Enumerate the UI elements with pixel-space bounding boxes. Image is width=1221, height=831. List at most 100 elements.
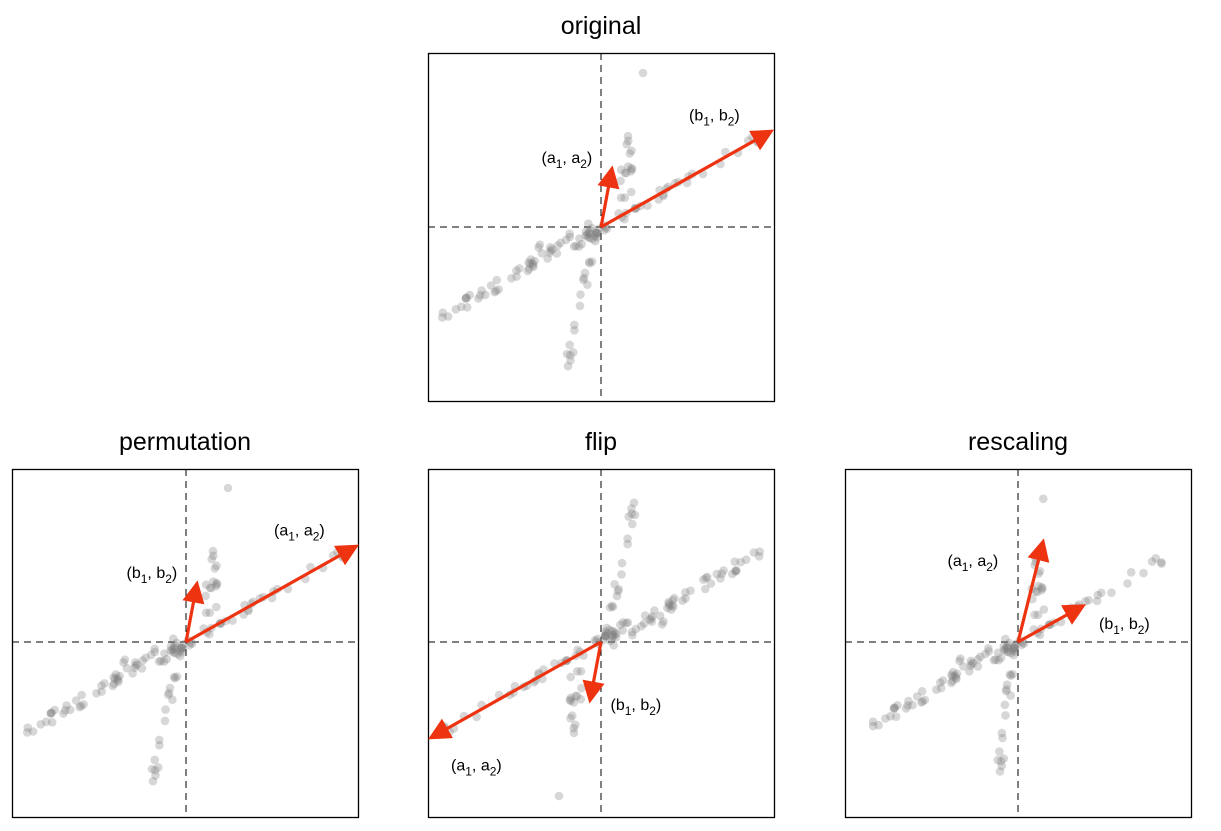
data-point bbox=[60, 706, 70, 715]
vector-arrow-b bbox=[1017, 604, 1087, 644]
data-point bbox=[512, 266, 521, 276]
label-part: (b bbox=[127, 565, 141, 582]
data-point bbox=[1033, 610, 1043, 620]
data-point bbox=[553, 241, 563, 250]
data-point bbox=[947, 678, 956, 688]
data-point bbox=[168, 645, 177, 654]
data-point bbox=[640, 611, 650, 620]
data-point bbox=[571, 241, 581, 251]
data-point bbox=[613, 586, 623, 596]
data-point bbox=[223, 483, 233, 493]
data-point bbox=[474, 294, 483, 303]
data-point bbox=[616, 176, 625, 186]
data-point bbox=[1009, 645, 1018, 655]
data-point bbox=[592, 229, 601, 238]
data-point bbox=[208, 546, 218, 556]
label-part: ) bbox=[993, 553, 998, 570]
data-point bbox=[1037, 585, 1046, 595]
panel-permutation: (b1, b2)(a1, a2) bbox=[11, 468, 360, 819]
data-point bbox=[630, 510, 640, 520]
data-point bbox=[955, 656, 964, 666]
data-point bbox=[618, 618, 628, 627]
data-point bbox=[523, 266, 533, 276]
data-point bbox=[686, 586, 695, 595]
label-part: (a bbox=[542, 150, 556, 167]
data-point bbox=[131, 658, 140, 667]
data-point bbox=[719, 566, 728, 575]
data-point bbox=[1107, 588, 1116, 597]
data-point bbox=[666, 605, 676, 614]
data-point bbox=[212, 579, 222, 589]
data-point bbox=[462, 293, 471, 302]
data-point bbox=[138, 656, 148, 665]
data-point bbox=[461, 294, 471, 303]
data-point bbox=[891, 712, 901, 721]
data-point bbox=[162, 654, 171, 664]
data-point bbox=[976, 652, 985, 661]
data-point bbox=[109, 673, 118, 682]
data-point bbox=[566, 693, 576, 703]
data-point bbox=[569, 348, 578, 357]
data-point bbox=[209, 551, 218, 561]
label-part: ) bbox=[734, 108, 739, 125]
label-part: 2 bbox=[490, 765, 497, 779]
data-point bbox=[529, 262, 538, 272]
panel-rescaling: (a1, a2)(b1, b2) bbox=[844, 468, 1193, 819]
data-point bbox=[959, 662, 968, 671]
label-part: 2 bbox=[649, 704, 656, 718]
data-point bbox=[154, 657, 164, 666]
data-point bbox=[701, 573, 711, 583]
vector-label-a: (a1, a2) bbox=[948, 553, 999, 574]
data-point bbox=[627, 627, 637, 637]
data-point bbox=[177, 644, 187, 653]
data-point bbox=[1010, 647, 1019, 656]
data-point bbox=[23, 723, 33, 732]
data-point bbox=[28, 727, 38, 736]
data-point bbox=[128, 669, 137, 678]
data-point bbox=[164, 690, 173, 700]
data-point bbox=[1034, 581, 1043, 591]
data-point bbox=[991, 655, 1000, 664]
data-point bbox=[1002, 647, 1011, 656]
data-point bbox=[46, 709, 56, 718]
data-point bbox=[583, 280, 592, 290]
data-point bbox=[131, 661, 140, 670]
data-point bbox=[201, 608, 211, 617]
data-point bbox=[617, 558, 627, 568]
data-point bbox=[681, 588, 690, 597]
data-point bbox=[1039, 494, 1048, 504]
data-point bbox=[627, 164, 637, 174]
data-point bbox=[169, 634, 178, 643]
data-point bbox=[622, 168, 631, 178]
data-point bbox=[62, 701, 71, 710]
data-point bbox=[42, 717, 51, 727]
data-point bbox=[480, 290, 490, 300]
data-point bbox=[569, 723, 578, 733]
data-point bbox=[917, 687, 927, 696]
data-point bbox=[577, 683, 586, 693]
data-point bbox=[657, 620, 667, 629]
vector-label-b: (b1, b2) bbox=[611, 697, 662, 718]
data-point bbox=[712, 569, 722, 579]
data-point bbox=[1002, 680, 1012, 689]
data-point bbox=[528, 258, 537, 268]
data-point bbox=[587, 257, 597, 266]
data-point bbox=[1008, 669, 1017, 679]
data-point bbox=[973, 654, 983, 664]
data-point bbox=[868, 717, 878, 726]
data-point bbox=[638, 68, 648, 78]
data-point bbox=[999, 754, 1008, 763]
label-part: ) bbox=[319, 523, 324, 540]
data-point bbox=[525, 259, 535, 269]
data-point bbox=[113, 673, 122, 683]
data-point bbox=[168, 695, 177, 704]
data-point bbox=[996, 756, 1006, 766]
data-point bbox=[1032, 587, 1042, 597]
data-point bbox=[608, 626, 617, 636]
data-point bbox=[587, 223, 596, 233]
data-point bbox=[918, 697, 927, 706]
data-point bbox=[1139, 568, 1148, 578]
data-point bbox=[678, 596, 687, 605]
data-point bbox=[951, 673, 961, 682]
